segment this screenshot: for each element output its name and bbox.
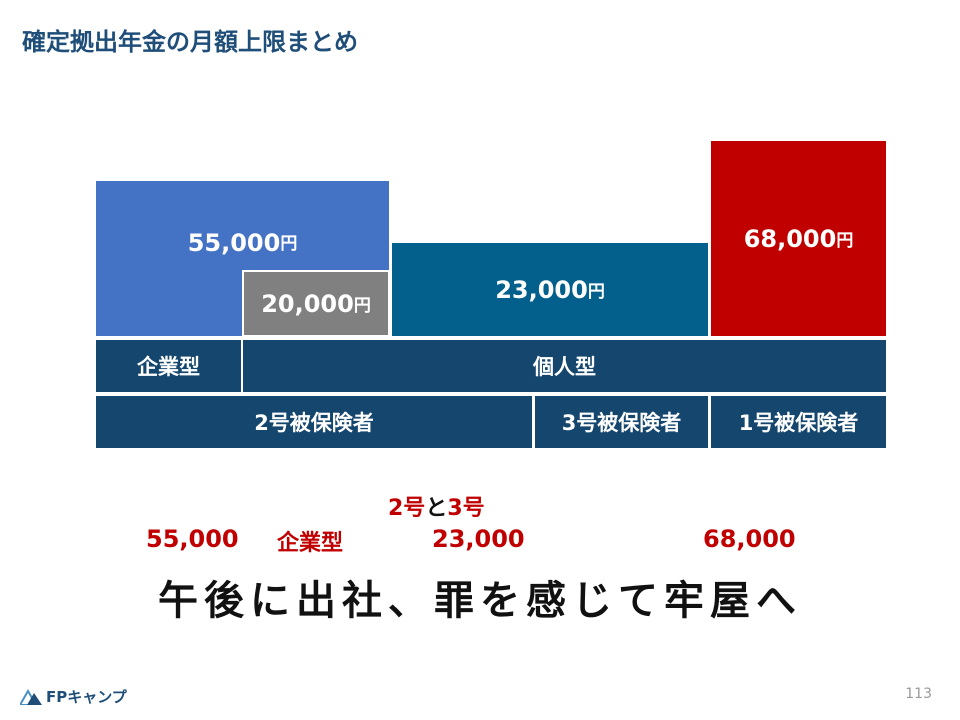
- tent-icon: [20, 688, 42, 705]
- unit-label: 円: [353, 296, 371, 316]
- type2-insured-label: 2号被保険者: [96, 396, 532, 448]
- brand-logo-text: FPキャンプ: [46, 688, 127, 706]
- note-value-23000: 23,000: [432, 525, 525, 553]
- individual-type-label: 個人型: [243, 340, 886, 392]
- individual-type23-amount: 23,000: [495, 275, 588, 304]
- page-number: 113: [905, 686, 932, 702]
- type2-note: 2号: [388, 496, 426, 521]
- corporate-db-amount: 20,000: [261, 289, 354, 318]
- type1-insured-label: 1号被保険者: [711, 396, 886, 448]
- to-note: と: [425, 496, 448, 521]
- type3-insured-label: 3号被保険者: [535, 396, 708, 448]
- page-title: 確定拠出年金の月額上限まとめ: [22, 28, 358, 56]
- note-value-55000: 55,000: [146, 525, 239, 553]
- individual-type1-amount-box: 68,000 円: [711, 141, 886, 336]
- type23-note: 2号と3号: [388, 490, 485, 522]
- brand-logo: FPキャンプ: [20, 686, 127, 707]
- note-value-68000: 68,000: [703, 525, 796, 553]
- corporate-db-amount-box: 20,000 円: [242, 270, 390, 337]
- individual-type1-amount: 68,000: [743, 224, 837, 253]
- unit-label: 円: [280, 234, 298, 254]
- type3-note: 3号: [447, 496, 485, 521]
- mnemonic-phrase: 午後に出社、罪を感じて牢屋へ: [158, 578, 802, 624]
- unit-label: 円: [836, 231, 854, 251]
- corporate-type-label: 企業型: [96, 340, 241, 392]
- individual-type23-amount-box: 23,000 円: [392, 243, 708, 336]
- note-corporate: 企業型: [277, 531, 344, 556]
- corporate-amount: 55,000: [187, 229, 281, 257]
- unit-label: 円: [587, 282, 605, 302]
